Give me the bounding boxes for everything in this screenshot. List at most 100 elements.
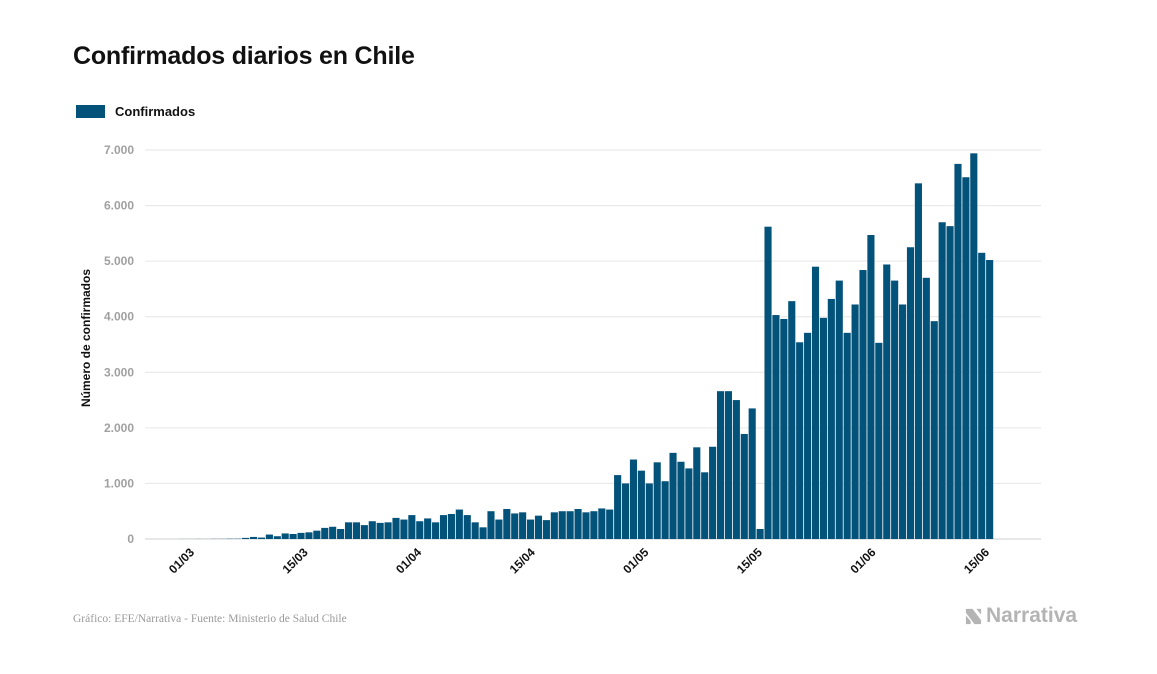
chart-title: Confirmados diarios en Chile [73, 42, 415, 70]
y-tick-label: 4.000 [104, 310, 134, 324]
bar [756, 529, 764, 539]
bar [495, 519, 503, 539]
y-tick-label: 3.000 [104, 365, 134, 379]
bar [978, 252, 986, 539]
bars [178, 153, 994, 540]
bar [835, 280, 843, 539]
bar [653, 462, 661, 539]
x-axis-ticks: 01/03 15/03 01/04 15/04 01/05 15/05 01/06 15/06 [166, 545, 992, 576]
bar [558, 511, 566, 539]
bar [368, 521, 376, 539]
bar [321, 527, 329, 539]
legend-label-confirmados: Confirmados [115, 104, 196, 119]
bar [590, 511, 598, 539]
bar [614, 475, 622, 539]
bar [384, 522, 392, 539]
bar [265, 534, 273, 539]
bar [542, 520, 550, 539]
y-tick-label: 7.000 [104, 143, 134, 157]
bar [748, 408, 756, 539]
bar [511, 513, 519, 539]
bar [899, 304, 907, 539]
bar [416, 521, 424, 539]
narrativa-logo: Narrativa [964, 604, 1077, 628]
bar [329, 526, 337, 539]
x-tick-label: 01/04 [393, 545, 424, 576]
bar [986, 260, 994, 539]
x-tick-label: 01/05 [620, 545, 651, 576]
bar [471, 522, 479, 539]
bar [906, 247, 915, 539]
bar [566, 511, 574, 539]
y-tick-label: 6.000 [104, 199, 134, 213]
y-axis-label: Número de confirmados [79, 269, 93, 407]
bar [574, 508, 582, 539]
bar [709, 446, 717, 539]
bar [305, 532, 313, 539]
bar [796, 342, 804, 539]
bar [455, 509, 463, 539]
bar [938, 222, 946, 540]
bar [914, 183, 922, 539]
legend: Confirmados [76, 104, 195, 119]
bar [487, 511, 495, 539]
y-axis-ticks: 0 1.000 2.000 3.000 4.000 5.000 6.000 7.000 [104, 143, 134, 546]
bar [685, 468, 693, 539]
bar [447, 513, 455, 539]
bar [503, 508, 511, 539]
bar [930, 321, 938, 539]
bar [669, 452, 677, 539]
bar [859, 270, 867, 539]
bar [875, 342, 883, 539]
bar [724, 391, 733, 539]
bar [257, 537, 266, 539]
bar [621, 483, 630, 539]
y-tick-label: 2.000 [104, 421, 134, 435]
y-tick-label: 1.000 [104, 476, 134, 490]
bar [606, 509, 614, 539]
bar [851, 304, 859, 539]
bar [400, 519, 408, 539]
bar [463, 515, 471, 539]
x-tick-label: 15/03 [280, 545, 311, 576]
bar [867, 235, 875, 539]
bar [344, 522, 353, 539]
bar [273, 536, 281, 539]
bar [827, 298, 835, 539]
bar [788, 301, 796, 539]
bar [732, 400, 740, 539]
bar [527, 519, 535, 539]
bar [962, 177, 970, 540]
bar [550, 512, 558, 539]
bar [479, 527, 487, 539]
legend-swatch [76, 105, 105, 118]
bar [582, 512, 590, 539]
bar [408, 515, 416, 539]
brand-name: Narrativa [986, 604, 1078, 627]
bar [297, 532, 305, 539]
bar [716, 391, 725, 539]
bar [629, 459, 638, 539]
x-tick-label: 01/03 [166, 545, 197, 576]
bar [519, 512, 527, 539]
y-tick-label: 0 [127, 532, 134, 546]
bar [922, 277, 930, 539]
bar [970, 153, 978, 539]
bar [424, 518, 432, 539]
bar [954, 163, 962, 539]
x-tick-label: 15/05 [734, 545, 765, 576]
grid-lines [145, 149, 1041, 540]
narrativa-logo-icon [965, 608, 982, 624]
bar [392, 517, 400, 539]
bar [337, 529, 345, 539]
x-tick-label: 15/04 [507, 545, 538, 576]
bar [360, 525, 368, 539]
bar [289, 534, 297, 539]
bar [693, 447, 701, 539]
bar [637, 470, 645, 539]
bar [313, 530, 321, 539]
bar [439, 515, 448, 539]
bar [772, 315, 780, 539]
bar [780, 318, 788, 539]
